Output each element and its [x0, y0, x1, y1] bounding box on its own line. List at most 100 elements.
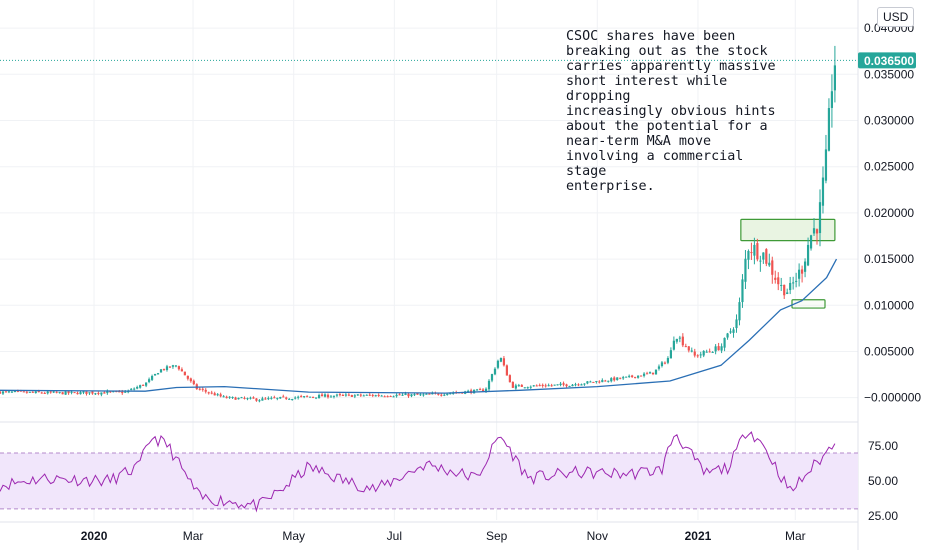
candle-body: [783, 284, 786, 296]
candle-body: [386, 396, 389, 398]
candle-body: [198, 388, 201, 390]
candle-body: [338, 394, 342, 396]
candle-body: [631, 375, 634, 377]
candle-body: [103, 392, 106, 394]
candle-body: [759, 260, 762, 262]
price-tick-label: 0.010000: [864, 298, 914, 312]
price-tick-label: 0.020000: [864, 206, 914, 220]
candle-body: [28, 391, 31, 393]
candle-body: [162, 369, 166, 371]
candle-body: [106, 391, 109, 394]
candle-body: [684, 346, 687, 348]
candle-body: [669, 350, 673, 359]
candle-body: [505, 365, 509, 376]
candle-body: [711, 351, 714, 353]
candle-body: [398, 394, 401, 396]
candle-body: [484, 388, 488, 392]
candle-body: [741, 279, 744, 303]
price-tick-label: −0.000000: [864, 391, 921, 405]
candle-body: [22, 391, 25, 393]
candle-body: [571, 384, 574, 387]
candle-body: [7, 391, 11, 393]
annotation-line: carries apparently massive: [566, 59, 776, 74]
candle-body: [380, 395, 383, 397]
candle-body: [189, 378, 192, 382]
candle-body: [786, 292, 789, 294]
candle-body: [147, 379, 151, 382]
candle-body: [580, 384, 583, 386]
time-tick-label: Sep: [486, 529, 508, 543]
candle-body: [496, 360, 500, 368]
candle-body: [607, 380, 610, 382]
moving-average-line: [0, 258, 838, 394]
time-tick-label: 2020: [81, 529, 108, 543]
candle-body: [335, 394, 339, 396]
candle-body: [142, 384, 145, 386]
candle-body: [285, 397, 288, 399]
candle-body: [777, 277, 780, 285]
candle-body: [261, 398, 264, 401]
candle-body: [818, 202, 822, 234]
annotation-line: involving a commercial stage: [566, 149, 744, 179]
candle-body: [67, 391, 70, 394]
candle-body: [16, 390, 19, 392]
candle-body: [595, 380, 598, 382]
candle-body: [675, 338, 678, 342]
candle-body: [61, 392, 64, 395]
candle-body: [654, 369, 658, 375]
candle-body: [341, 395, 345, 397]
annotation-line: near-term M&A move: [566, 134, 712, 149]
candle-body: [40, 392, 43, 394]
candle-body: [765, 249, 768, 264]
currency-button[interactable]: USD: [877, 7, 915, 27]
candle-body: [756, 243, 759, 260]
candle-body: [529, 386, 532, 388]
candle-body: [10, 391, 14, 393]
candle-body: [559, 383, 562, 386]
candle-body: [821, 177, 825, 206]
candle-body: [642, 373, 646, 376]
candle-body: [82, 391, 85, 393]
candle-body: [303, 396, 306, 398]
candle-body: [368, 394, 371, 396]
support-box[interactable]: [791, 299, 826, 309]
candle-body: [487, 380, 491, 390]
candle-body: [681, 336, 684, 346]
chart-annotation[interactable]: CSOC shares have been breaking out as the…: [566, 29, 780, 194]
candle-body: [326, 394, 330, 398]
candle-body: [389, 396, 392, 398]
candle-body: [234, 397, 237, 400]
candle-body: [705, 351, 708, 353]
time-tick-label: Nov: [587, 529, 608, 543]
candle-body: [201, 388, 204, 390]
last-price-label: 0.036500: [864, 54, 914, 68]
candle-body: [383, 396, 386, 398]
candle-body: [499, 357, 503, 362]
candle-body: [693, 351, 696, 356]
candle-body: [73, 392, 76, 394]
candle-body: [70, 391, 73, 393]
price-tick-label: 0.035000: [864, 67, 914, 81]
candle-body: [526, 387, 529, 389]
candle-body: [747, 250, 750, 260]
annotation-line: short interest while dropping: [566, 74, 728, 104]
candle-body: [547, 385, 550, 387]
time-tick-label: Jul: [387, 529, 402, 543]
candle-body: [180, 369, 183, 372]
candle-body: [538, 385, 541, 387]
candle-body: [58, 392, 61, 394]
price-tick-label: 0.005000: [864, 344, 914, 358]
candle-body: [374, 395, 377, 397]
candle-body: [651, 372, 655, 375]
candle-body: [153, 373, 157, 376]
candle-body: [43, 392, 46, 394]
candle-body: [475, 389, 479, 391]
candle-body: [347, 394, 350, 396]
rsi-line: [0, 431, 836, 513]
candle-body: [225, 396, 228, 399]
candle-body: [428, 393, 431, 395]
annotation-line: increasingly obvious hints: [566, 104, 776, 119]
candle-body: [156, 373, 160, 375]
